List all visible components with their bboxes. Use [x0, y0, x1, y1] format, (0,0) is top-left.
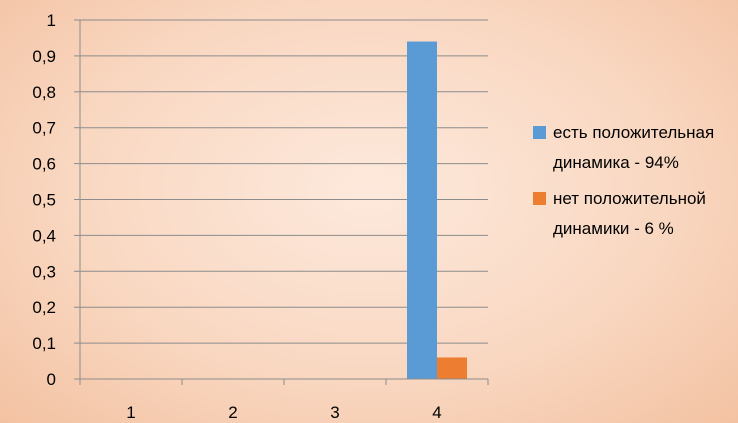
gridlines	[79, 19, 488, 379]
legend: есть положительная динамика - 94% нет по…	[533, 118, 738, 250]
y-tick-label: 0,7	[32, 119, 56, 138]
y-tick-label: 0,1	[32, 334, 56, 353]
x-axis: 1 2 3 4	[79, 378, 489, 422]
y-tick-label: 0,2	[32, 298, 56, 317]
y-tick-label: 0,9	[32, 47, 56, 66]
x-tick-label: 4	[432, 403, 441, 422]
bar	[407, 41, 437, 379]
y-tick-label: 0,8	[32, 83, 56, 102]
y-tick-label: 0,6	[32, 155, 56, 174]
y-tick-label: 0,5	[32, 191, 56, 210]
y-axis-ticks: 0 0,1 0,2 0,3 0,4 0,5 0,6 0,7 0,8 0,9 1	[32, 11, 80, 389]
legend-item-negative: нет положительной динамики - 6 %	[533, 184, 738, 244]
y-tick-label: 1	[47, 11, 56, 30]
legend-swatch-positive	[533, 126, 546, 139]
y-tick-label: 0,4	[32, 226, 56, 245]
legend-swatch-negative	[533, 192, 546, 205]
y-tick-label: 0	[47, 370, 56, 389]
bar	[437, 357, 467, 379]
x-tick-label: 2	[228, 403, 237, 422]
legend-label-negative: нет положительной динамики - 6 %	[553, 189, 706, 238]
y-tick-label: 0,3	[32, 262, 56, 281]
x-tick-label: 3	[330, 403, 339, 422]
legend-item-positive: есть положительная динамика - 94%	[533, 118, 738, 178]
legend-label-positive: есть положительная динамика - 94%	[553, 123, 715, 172]
bars	[407, 41, 467, 379]
x-tick-label: 1	[126, 403, 135, 422]
